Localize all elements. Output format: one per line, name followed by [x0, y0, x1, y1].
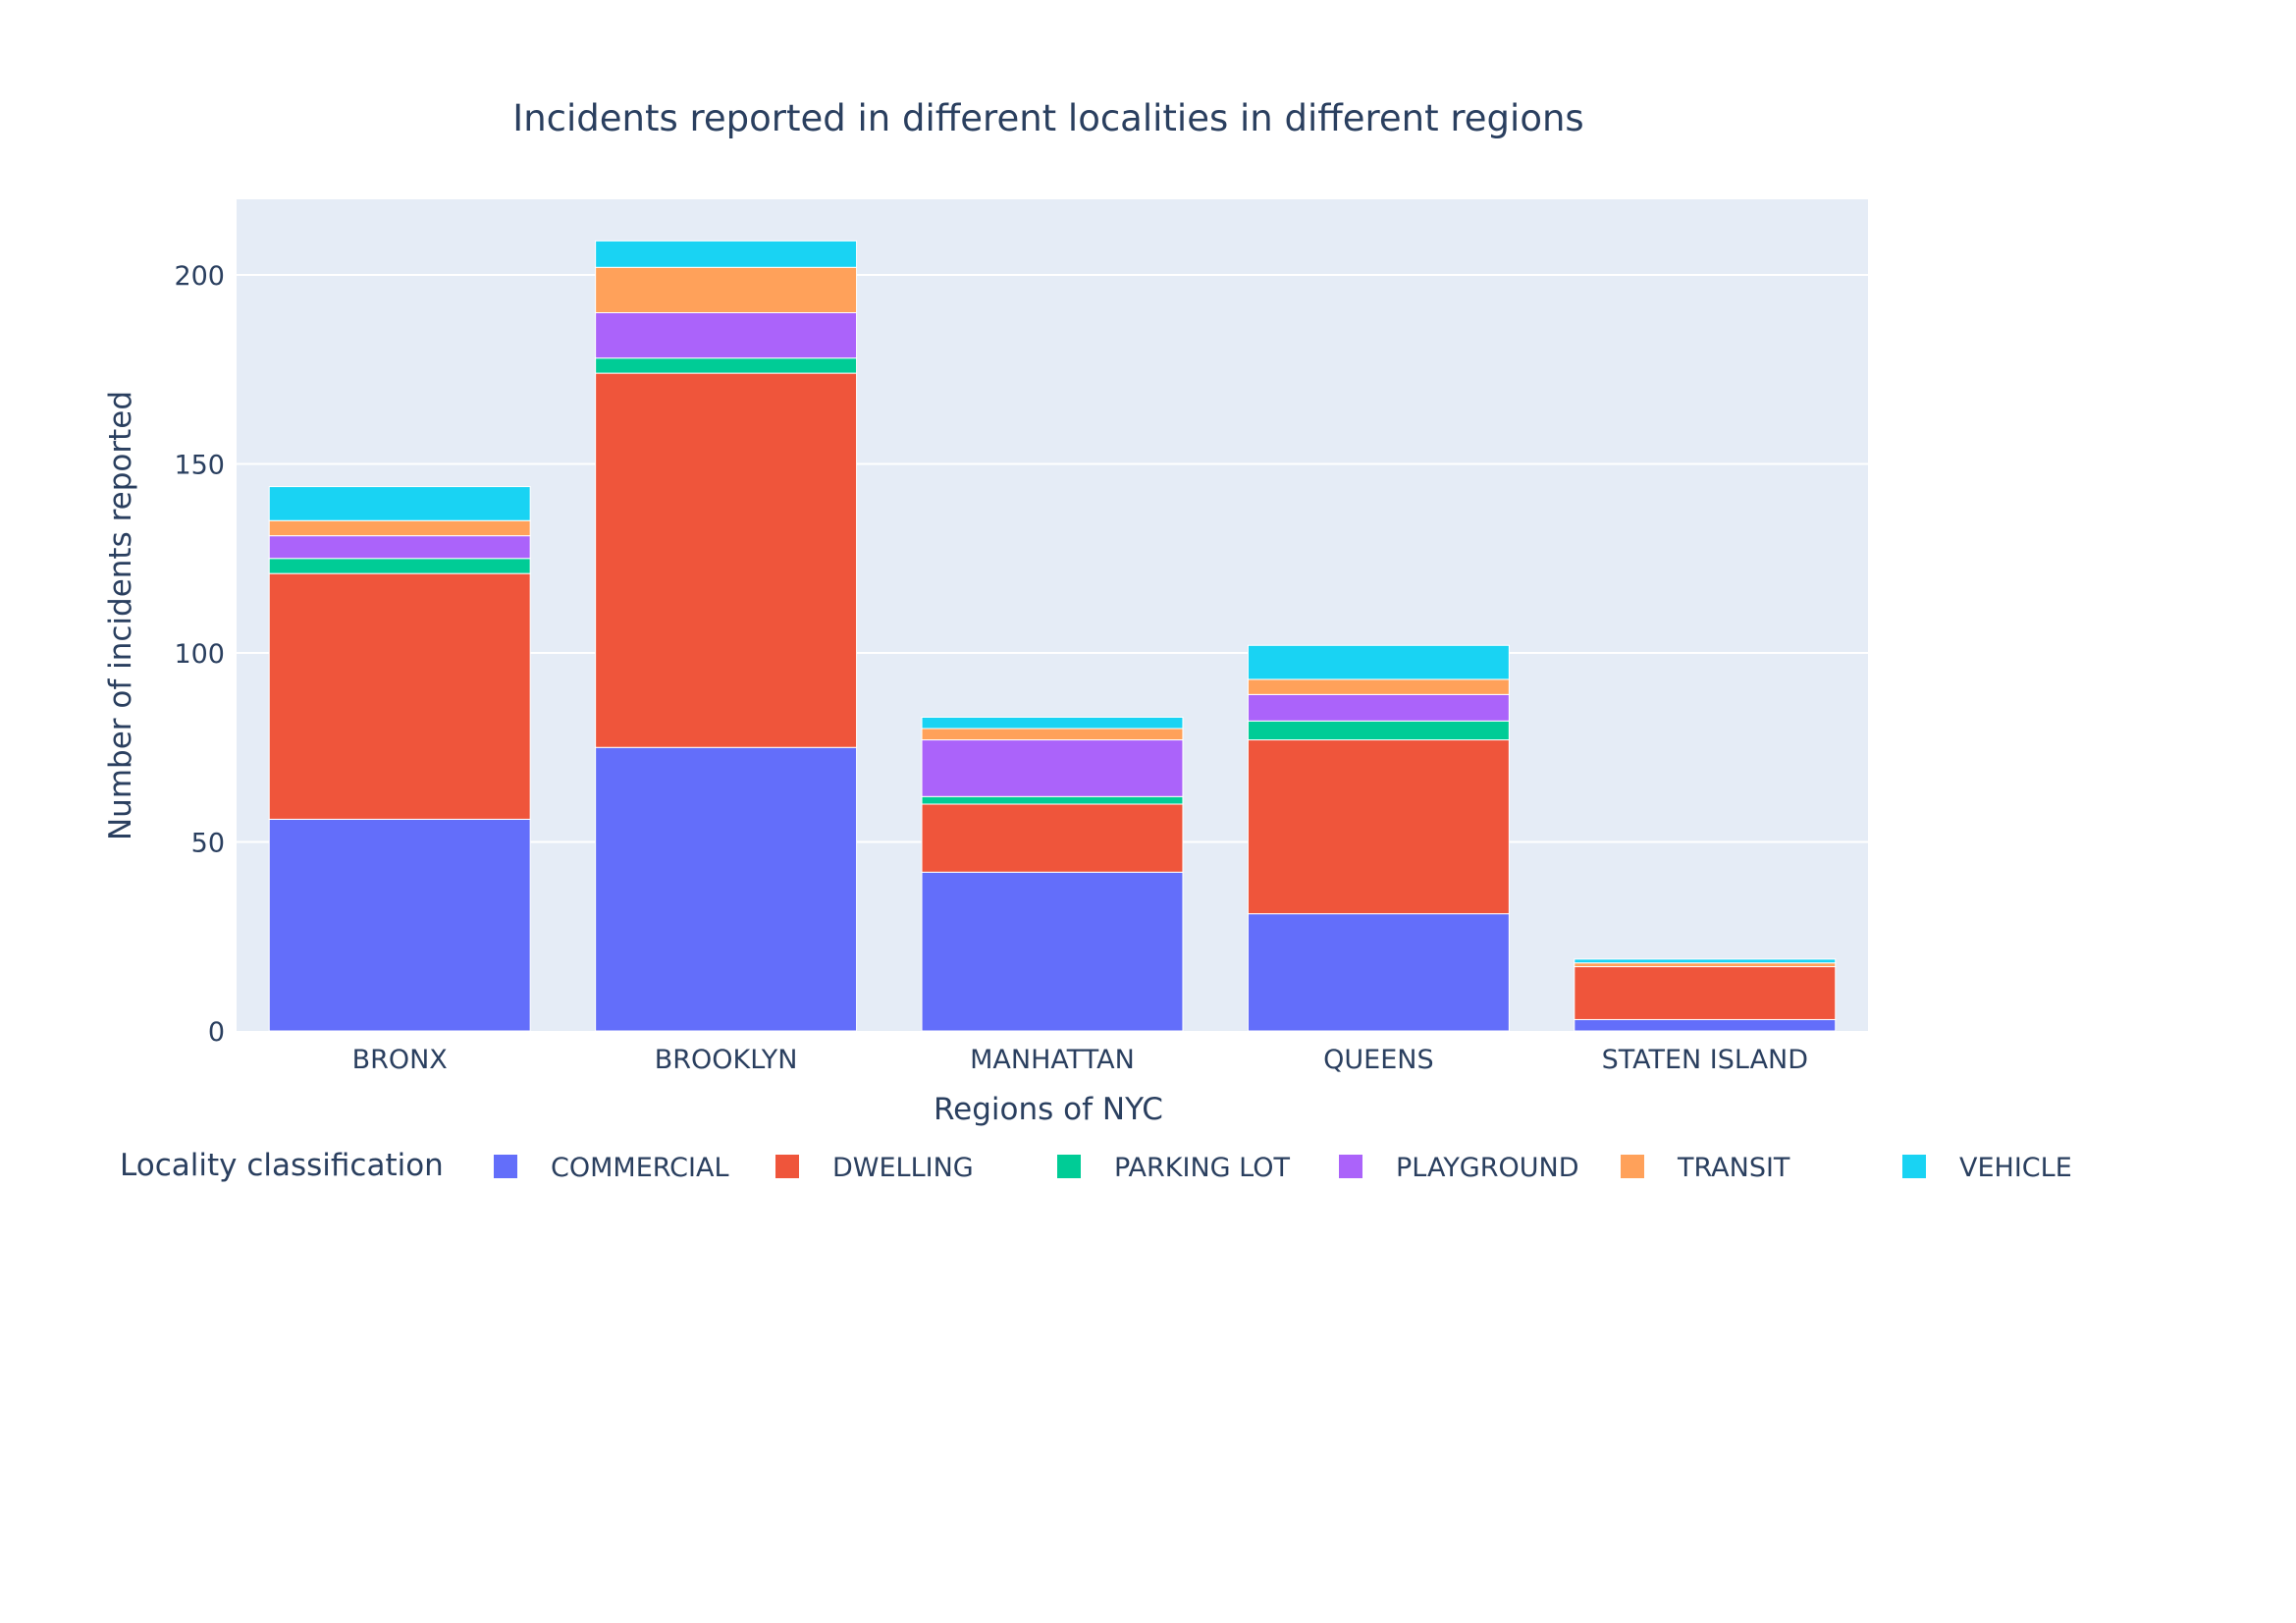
legend-swatch [775, 1155, 799, 1178]
bar-transit-brooklyn[interactable] [595, 266, 858, 313]
bar-parking-lot-manhattan[interactable] [921, 795, 1184, 805]
x-tick-labels: BRONX BROOKLYN MANHATTAN QUEENS STATEN ISLAN… [352, 1045, 1808, 1075]
legend-item-parking-lot[interactable]: PARKING LOT [1057, 1153, 1290, 1183]
bar-playground-queens[interactable] [1247, 693, 1510, 722]
bar-transit-manhattan[interactable] [921, 728, 1184, 741]
bar-dwelling-brooklyn[interactable] [595, 372, 858, 748]
y-tick-label: 100 [174, 639, 225, 670]
bar-playground-bronx[interactable] [268, 535, 531, 560]
legend-label: PLAYGROUND [1396, 1153, 1579, 1183]
legend-label: VEHICLE [1959, 1153, 2072, 1183]
bars [268, 240, 1837, 1032]
bar-dwelling-staten-island[interactable] [1574, 966, 1837, 1020]
bar-vehicle-brooklyn[interactable] [595, 240, 858, 268]
legend: Locality classification COMMERCIAL DWELLI… [120, 1148, 2072, 1183]
y-axis-title: Number of incidents reported [103, 391, 138, 840]
x-axis-title: Regions of NYC [934, 1092, 1163, 1127]
bar-transit-staten-island[interactable] [1574, 962, 1837, 968]
bar-parking-lot-queens[interactable] [1247, 720, 1510, 741]
legend-label: COMMERCIAL [551, 1153, 729, 1183]
bar-vehicle-staten-island[interactable] [1574, 958, 1837, 964]
x-tick-label: BROOKLYN [655, 1045, 798, 1075]
bar-transit-queens[interactable] [1247, 678, 1510, 695]
bar-playground-brooklyn[interactable] [595, 312, 858, 359]
legend-item-playground[interactable]: PLAYGROUND [1339, 1153, 1579, 1183]
legend-swatch [1621, 1155, 1644, 1178]
bar-vehicle-manhattan[interactable] [921, 716, 1184, 730]
bar-transit-bronx[interactable] [268, 519, 531, 537]
bar-dwelling-queens[interactable] [1247, 739, 1510, 915]
legend-swatch [1339, 1155, 1362, 1178]
bar-commercial-bronx[interactable] [268, 818, 531, 1032]
y-tick-label: 200 [174, 261, 225, 292]
legend-label: DWELLING [832, 1153, 974, 1183]
bar-dwelling-bronx[interactable] [268, 572, 531, 820]
bar-vehicle-queens[interactable] [1247, 644, 1510, 680]
x-tick-label: STATEN ISLAND [1602, 1045, 1808, 1075]
bar-parking-lot-bronx[interactable] [268, 558, 531, 574]
bar-commercial-queens[interactable] [1247, 913, 1510, 1032]
legend-swatch [1902, 1155, 1926, 1178]
legend-swatch [494, 1155, 517, 1178]
bar-commercial-brooklyn[interactable] [595, 746, 858, 1032]
legend-label: TRANSIT [1677, 1153, 1790, 1183]
legend-label: PARKING LOT [1114, 1153, 1290, 1183]
legend-item-vehicle[interactable]: VEHICLE [1902, 1153, 2072, 1183]
x-tick-label: BRONX [352, 1045, 448, 1075]
x-tick-label: QUEENS [1323, 1045, 1433, 1075]
bar-commercial-staten-island[interactable] [1574, 1018, 1837, 1032]
legend-title: Locality classification [120, 1148, 444, 1183]
x-tick-label: MANHATTAN [970, 1045, 1135, 1075]
bar-dwelling-manhattan[interactable] [921, 803, 1184, 873]
legend-item-transit[interactable]: TRANSIT [1621, 1153, 1790, 1183]
legend-item-commercial[interactable]: COMMERCIAL [494, 1153, 729, 1183]
chart-title: Incidents reported in different localiti… [512, 97, 1583, 139]
y-tick-label: 50 [191, 829, 225, 859]
y-tick-label: 0 [208, 1017, 225, 1048]
legend-item-dwelling[interactable]: DWELLING [775, 1153, 974, 1183]
legend-swatch [1057, 1155, 1081, 1178]
bar-vehicle-bronx[interactable] [268, 486, 531, 521]
bar-parking-lot-brooklyn[interactable] [595, 357, 858, 374]
bar-playground-manhattan[interactable] [921, 739, 1184, 797]
y-tick-labels: 0 50 100 150 200 [174, 261, 225, 1048]
y-tick-label: 150 [174, 451, 225, 481]
bar-commercial-manhattan[interactable] [921, 871, 1184, 1032]
